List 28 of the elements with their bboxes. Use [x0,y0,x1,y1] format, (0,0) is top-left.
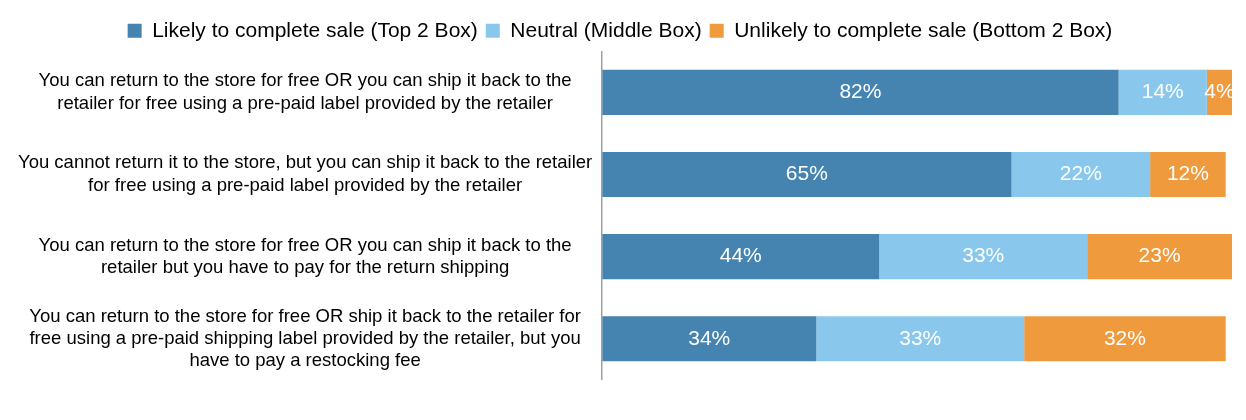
data-label: 23% [1138,243,1181,267]
bar [602,234,880,280]
legend-label: Likely to complete sale (Top 2 Box) [152,17,478,41]
y-tick-label: You can return to the store for free OR ship it back to the retailer for free using a pre-paid shipping label provided by the retailer, but you have to pay a restocking fee [29,304,581,371]
data-label: 12% [1166,161,1209,185]
bar [602,69,1119,115]
data-label: 22% [1059,161,1102,185]
y-tick-label: You can return to the store for free OR you can ship it back to the retailer for free using a pre-paid label provided by the retailer [38,69,572,113]
bar [816,316,1025,362]
data-label: 32% [1103,325,1146,349]
bar [602,316,817,362]
bar [602,151,1012,198]
bar [1024,316,1226,362]
data-label: 33% [962,243,1005,267]
data-label: 34% [688,325,731,349]
bar [1150,151,1226,198]
data-label: 33% [899,325,942,349]
data-label: 44% [719,243,762,267]
bar [1087,234,1232,280]
data-label: 14% [1141,79,1184,103]
legend-label: Unlikely to complete sale (Bottom 2 Box) [734,17,1113,41]
y-tick-label: You can return to the store for free OR you can ship it back to the retailer but you have to pay for the return shipping [38,233,572,277]
bar [879,234,1088,280]
data-label: 65% [785,161,828,185]
data-label: 82% [839,79,882,103]
bar [1011,151,1151,198]
y-tick-label: You cannot return it to the store, but you can ship it back to the retailer for free using a pre-paid label provided by the retailer [18,151,593,195]
legend-label: Neutral (Middle Box) [510,17,702,41]
